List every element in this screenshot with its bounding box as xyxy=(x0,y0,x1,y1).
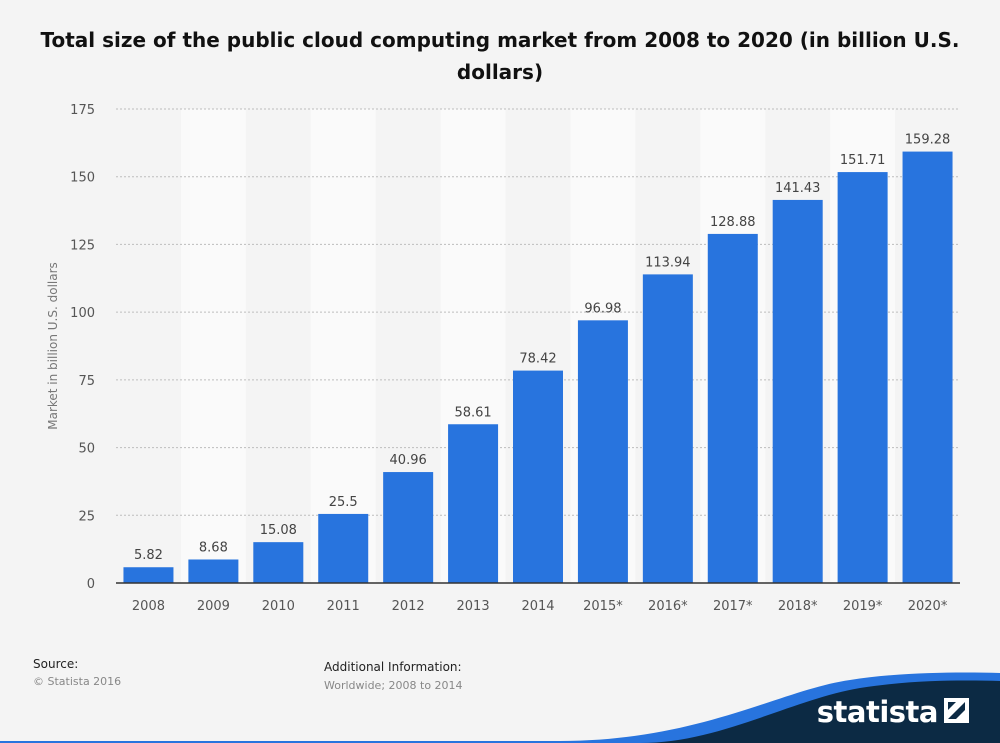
data-label: 141.43 xyxy=(775,181,821,196)
additional-info-value: Worldwide; 2008 to 2014 xyxy=(324,679,463,692)
bar xyxy=(188,559,239,583)
chart-title: Total size of the public cloud computing… xyxy=(40,28,960,84)
bar xyxy=(448,424,499,583)
bar xyxy=(772,199,823,583)
x-tick-label: 2019* xyxy=(843,599,883,614)
bar xyxy=(253,542,304,583)
x-tick-label: 2012 xyxy=(392,599,425,614)
data-label: 113.94 xyxy=(645,255,691,270)
x-axis-ticks: 2008 2009 2010 2011 2012 2013 2014 2015* 2016* 20… xyxy=(132,599,948,614)
bar xyxy=(513,370,563,583)
y-tick-label: 75 xyxy=(78,374,95,389)
x-tick-label: 2013 xyxy=(457,599,490,614)
data-labels: 5.82 8.68 15.08 25.5 40.96 58.61 78.42 96.98 113… xyxy=(134,133,950,564)
x-tick-label: 2016* xyxy=(648,599,688,614)
y-axis-ticks: 0 25 50 75 100 125 150 175 xyxy=(70,103,95,592)
data-label: 25.5 xyxy=(329,495,358,510)
y-tick-label: 125 xyxy=(70,238,95,253)
statista-logo-icon xyxy=(944,698,969,723)
data-label: 8.68 xyxy=(199,540,228,555)
x-tick-label: 2008 xyxy=(132,599,165,614)
data-label: 96.98 xyxy=(584,301,621,316)
data-label: 151.71 xyxy=(840,153,886,168)
bar xyxy=(837,172,888,583)
y-tick-label: 100 xyxy=(70,306,95,321)
bar xyxy=(577,320,628,583)
x-tick-label: 2015* xyxy=(583,599,623,614)
x-tick-label: 2018* xyxy=(778,599,818,614)
source-value: © Statista 2016 xyxy=(33,675,122,688)
bar xyxy=(902,151,953,583)
brand-swoosh-dark xyxy=(640,680,1000,743)
x-tick-label: 2017* xyxy=(713,599,753,614)
source-label: Source: xyxy=(33,657,79,671)
y-tick-label: 25 xyxy=(78,509,95,524)
bars xyxy=(123,151,953,583)
data-label: 40.96 xyxy=(390,453,427,468)
column-band xyxy=(180,109,246,583)
bar xyxy=(642,274,693,583)
brand-name: statista xyxy=(816,695,939,729)
column-band xyxy=(310,109,376,583)
data-label: 15.08 xyxy=(260,523,297,538)
x-tick-label: 2011 xyxy=(327,599,360,614)
bar xyxy=(123,567,174,583)
x-tick-label: 2009 xyxy=(197,599,230,614)
bar xyxy=(318,513,369,583)
data-label: 128.88 xyxy=(710,215,756,230)
y-tick-label: 175 xyxy=(70,103,95,118)
x-tick-label: 2010 xyxy=(262,599,295,614)
y-tick-label: 0 xyxy=(87,577,95,592)
data-label: 159.28 xyxy=(905,133,951,148)
additional-info-label: Additional Information: xyxy=(324,660,462,674)
x-tick-label: 2020* xyxy=(908,599,948,614)
data-label: 78.42 xyxy=(519,352,556,367)
data-label: 58.61 xyxy=(454,405,491,420)
y-tick-label: 150 xyxy=(70,171,95,186)
bar xyxy=(383,472,434,583)
data-label: 5.82 xyxy=(134,548,163,563)
bar xyxy=(707,233,758,583)
x-tick-label: 2014 xyxy=(521,599,554,614)
y-tick-label: 50 xyxy=(78,442,95,457)
y-axis-label: Market in billion U.S. dollars xyxy=(46,262,60,430)
